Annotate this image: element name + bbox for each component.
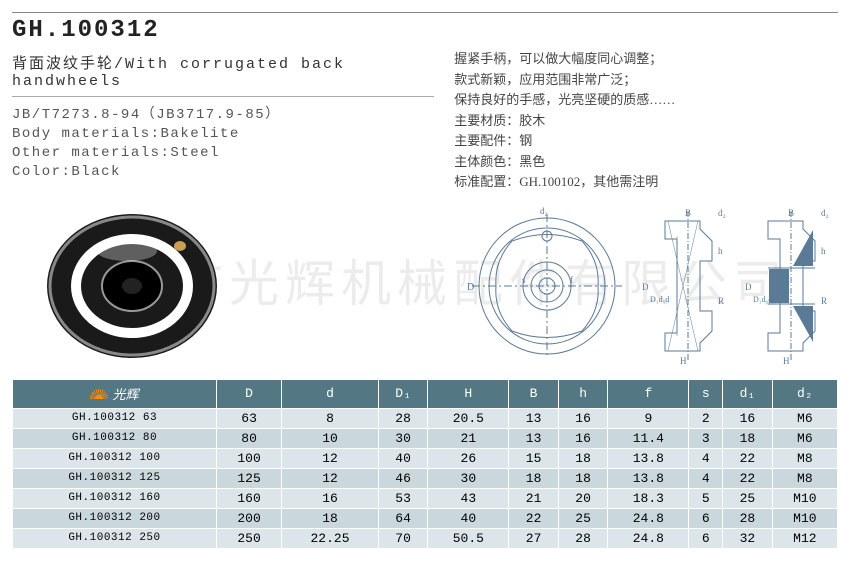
logo-cell: 光辉 [13, 379, 217, 408]
table-row: GH.100312 100100124026151813.8422M8 [13, 448, 838, 468]
table-row: GH.100312 200200186440222524.8628M10 [13, 508, 838, 528]
spec-color: Color:Black [12, 164, 434, 180]
svg-text:h: h [718, 246, 723, 256]
part-number: GH.100312 [12, 17, 838, 44]
svg-text:d₂: d₂ [540, 206, 548, 216]
col-header: B [509, 379, 559, 408]
svg-text:R: R [821, 296, 827, 306]
svg-text:B: B [788, 208, 794, 218]
spec-other: Other materials:Steel [12, 145, 434, 161]
table-row: GH.100312 160160165343212018.3525M10 [13, 488, 838, 508]
col-header: h [558, 379, 608, 408]
svg-text:B: B [685, 208, 691, 218]
svg-text:d₂: d₂ [718, 208, 726, 218]
svg-text:H: H [783, 356, 790, 366]
svg-text:D₁d₁d: D₁d₁d [753, 295, 772, 304]
schematic-drawings: D d₂ s f B d₂ h R D D₁d₁d H B d₂ h R D D… [268, 206, 838, 366]
col-header: s [689, 379, 723, 408]
col-header: d₁ [723, 379, 773, 408]
rule-top [12, 12, 838, 13]
col-header: d [282, 379, 379, 408]
title: 背面波纹手轮/With corrugated back handwheels [12, 52, 434, 90]
svg-text:D: D [745, 282, 752, 292]
table-row: GH.100312 25025022.257050.5272824.8632M1… [13, 528, 838, 548]
svg-text:D: D [642, 282, 649, 292]
svg-text:s: s [522, 275, 526, 285]
col-header: H [428, 379, 509, 408]
svg-text:D₁d₁d: D₁d₁d [650, 295, 669, 304]
table-row: GH.100312 636382820.513169216M6 [13, 408, 838, 428]
col-header: D₁ [378, 379, 428, 408]
col-header: d₂ [772, 379, 837, 408]
svg-text:h: h [821, 246, 826, 256]
svg-text:f: f [570, 275, 573, 285]
dimensions-table: 光辉DdD₁HBhfsd₁d₂ GH.100312 636382820.5131… [12, 379, 838, 549]
spec-body: Body materials:Bakelite [12, 126, 434, 142]
table-row: GH.100312 8080103021131611.4318M6 [13, 428, 838, 448]
col-header: D [216, 379, 281, 408]
product-photo [12, 201, 252, 371]
description-block: 握紧手柄，可以做大幅度同心调整； 款式新颖，应用范围非常广泛； 保持良好的手感，… [454, 48, 838, 193]
col-header: f [608, 379, 689, 408]
svg-text:d₂: d₂ [821, 208, 829, 218]
svg-text:H: H [680, 356, 687, 366]
table-row: GH.100312 125125124630181813.8422M8 [13, 468, 838, 488]
rule-mid [12, 96, 434, 97]
spec-standard: JB/T7273.8-94（JB3717.9-85） [12, 103, 434, 123]
svg-text:R: R [718, 296, 724, 306]
svg-text:D: D [467, 282, 474, 293]
